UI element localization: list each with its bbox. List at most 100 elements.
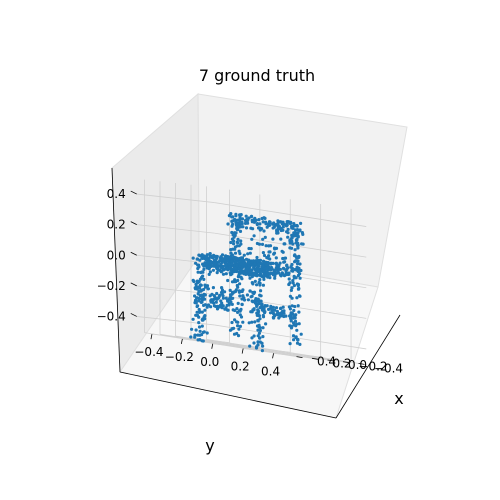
data-point: [299, 221, 303, 225]
data-point: [215, 291, 219, 296]
data-point: [261, 251, 265, 255]
data-point: [298, 276, 302, 280]
data-point: [273, 314, 277, 318]
data-point: [204, 255, 208, 259]
data-point: [257, 242, 262, 246]
data-point: [224, 306, 228, 310]
data-point: [238, 257, 242, 261]
data-point: [236, 310, 240, 314]
data-point: [236, 285, 240, 289]
data-point: [235, 244, 239, 248]
data-point: [195, 304, 199, 309]
data-point: [235, 228, 239, 232]
data-point: [279, 274, 283, 278]
data-point: [197, 321, 201, 325]
data-point: [224, 296, 228, 300]
data-point: [221, 257, 225, 261]
data-point: [229, 273, 233, 277]
data-point: [296, 259, 300, 263]
data-point: [197, 289, 201, 294]
data-point: [257, 301, 261, 306]
y-tick-mark: [211, 343, 214, 349]
data-point: [295, 224, 299, 228]
data-point: [257, 262, 261, 266]
data-point: [291, 279, 295, 283]
data-point: [238, 313, 242, 317]
data-point: [194, 301, 198, 305]
data-point: [257, 218, 261, 222]
data-point: [239, 225, 243, 229]
data-point: [211, 268, 215, 272]
data-point: [298, 229, 302, 233]
data-point: [238, 309, 242, 313]
data-point: [230, 302, 234, 306]
data-point: [215, 271, 219, 275]
data-point: [285, 220, 289, 224]
data-point: [295, 296, 299, 300]
data-point: [207, 272, 211, 276]
data-point: [238, 294, 242, 298]
data-point: [199, 293, 203, 297]
data-point: [286, 266, 290, 270]
data-point: [256, 334, 260, 338]
data-point: [253, 301, 257, 305]
data-point: [293, 253, 297, 257]
data-point: [249, 247, 253, 251]
data-point: [205, 331, 209, 335]
data-point: [277, 226, 281, 231]
data-point: [256, 297, 260, 301]
data-point: [278, 220, 283, 224]
data-point: [255, 324, 260, 328]
data-point: [244, 214, 248, 218]
data-point: [256, 268, 260, 272]
data-point: [296, 246, 300, 250]
y-tick-mark: [150, 334, 153, 340]
data-point: [295, 237, 299, 241]
data-point: [245, 269, 249, 273]
data-point: [203, 293, 207, 297]
data-point: [290, 304, 294, 308]
data-point: [298, 262, 302, 266]
data-point: [208, 270, 212, 274]
data-point: [223, 290, 227, 294]
axis-lines: [111, 167, 401, 419]
data-point: [246, 218, 250, 222]
data-point: [277, 271, 281, 275]
data-point: [240, 266, 244, 270]
data-point: [200, 300, 204, 304]
data-point: [289, 316, 293, 321]
data-point: [238, 282, 242, 286]
data-point: [229, 256, 233, 260]
data-point: [233, 266, 237, 270]
data-point: [277, 316, 281, 320]
data-point: [219, 299, 223, 303]
data-point: [288, 307, 292, 311]
data-point: [281, 272, 285, 276]
data-point: [271, 237, 275, 241]
data-point: [226, 259, 230, 263]
data-point: [251, 263, 255, 267]
data-point: [252, 307, 256, 311]
data-point: [262, 229, 266, 233]
data-point: [215, 307, 220, 311]
data-point: [258, 283, 262, 287]
data-point: [202, 267, 206, 271]
data-point: [240, 217, 245, 221]
data-point: [260, 264, 265, 269]
data-points: [189, 212, 305, 353]
data-point: [219, 258, 223, 262]
data-point: [242, 253, 246, 257]
data-point: [214, 300, 218, 304]
data-point: [295, 228, 299, 232]
data-point: [234, 280, 238, 284]
data-point: [245, 293, 249, 297]
data-point: [241, 225, 245, 229]
data-point: [224, 272, 228, 276]
data-point: [266, 275, 270, 279]
data-point: [284, 314, 288, 318]
data-point: [191, 317, 195, 321]
data-point: [250, 336, 254, 340]
data-point: [238, 215, 242, 219]
data-point: [236, 334, 241, 338]
data-point: [262, 269, 266, 273]
